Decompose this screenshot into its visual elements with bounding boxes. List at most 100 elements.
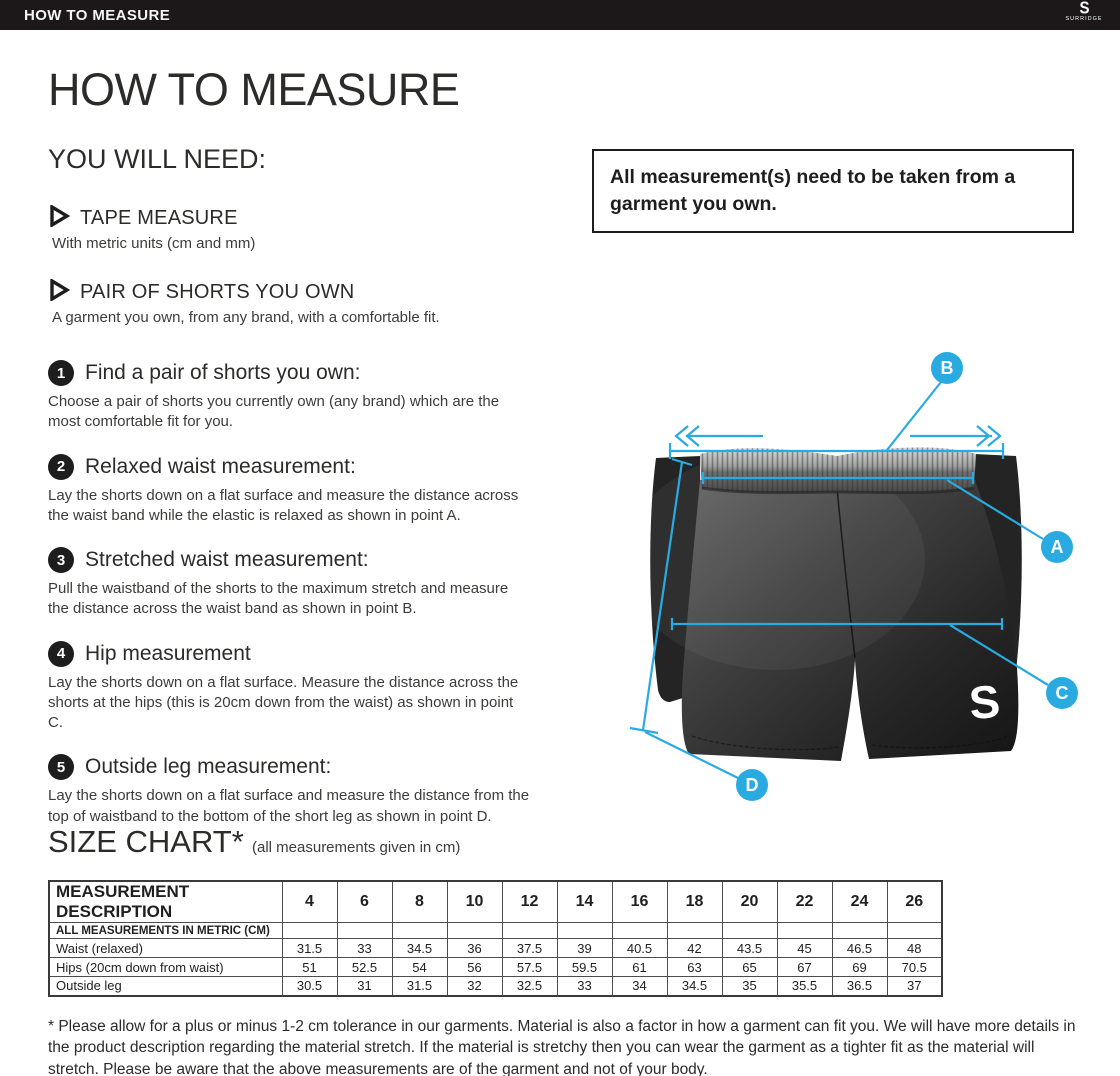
top-header-bar: HOW TO MEASURE S SURRIDGE	[0, 0, 1120, 30]
value-cell: 32.5	[501, 976, 558, 996]
empty-cell	[336, 922, 393, 939]
value-cell: 69	[831, 957, 888, 977]
table-header-size: 14	[556, 880, 613, 923]
table-row: Waist (relaxed) 31.5 33 34.5 36 37.5 39 40.5 42 4…	[48, 938, 943, 958]
row-label-cell: Outside leg	[48, 976, 283, 996]
table-header-size: 12	[501, 880, 558, 923]
step-title: Find a pair of shorts you own:	[85, 361, 361, 384]
table-row: Outside leg 30.5 31 31.5 32 32.5 33 34 34.5 35 35.…	[48, 976, 943, 996]
empty-cell	[831, 922, 888, 939]
value-cell: 63	[666, 957, 723, 977]
step-title: Hip measurement	[85, 641, 251, 665]
step-description: Lay the shorts down on a flat surface an…	[48, 486, 519, 524]
stretch-arrow-left	[674, 425, 763, 447]
value-cell: 37.5	[501, 938, 558, 958]
surridge-logo: S SURRIDGE	[1062, 0, 1106, 23]
table-header-size: 10	[446, 880, 503, 923]
value-cell: 42	[666, 938, 723, 958]
value-cell: 30.5	[281, 976, 338, 996]
empty-cell	[391, 922, 448, 939]
value-cell: 35	[721, 976, 778, 996]
value-cell: 59.5	[556, 957, 613, 977]
value-cell: 67	[776, 957, 833, 977]
value-cell: 61	[611, 957, 668, 977]
size-chart-subtitle: (all measurements given in cm)	[252, 839, 461, 856]
value-cell: 36.5	[831, 976, 888, 996]
point-badge-C: C	[1046, 677, 1078, 709]
shorts-right-hem-stitch	[871, 735, 1009, 749]
table-header-size: 24	[831, 880, 888, 923]
value-cell: 33	[556, 976, 613, 996]
svg-text:A: A	[1051, 537, 1064, 557]
empty-cell	[886, 922, 943, 939]
step-number-badge: 1	[48, 360, 74, 386]
size-chart-heading: SIZE CHART*	[48, 824, 244, 859]
stretch-arrow-right	[910, 425, 1002, 447]
value-cell: 54	[391, 957, 448, 977]
value-cell: 34.5	[666, 976, 723, 996]
step-title: Stretched waist measurement:	[85, 548, 369, 571]
step-item: 4 Hip measurement Lay the shorts down on a…	[48, 640, 530, 734]
list-item: TAPE MEASURE With metric units (cm and m…	[48, 203, 528, 252]
measure-line-A	[701, 472, 1044, 540]
point-badge-A: A	[1041, 531, 1073, 563]
value-cell: 57.5	[501, 957, 558, 977]
step-number-badge: 4	[48, 640, 74, 667]
step-description: Lay the shorts down on a flat surface an…	[48, 787, 530, 825]
value-cell: 52.5	[336, 957, 393, 977]
shorts-surridge-logo: S	[967, 675, 1002, 729]
empty-cell	[776, 922, 833, 939]
step-number-badge: 3	[48, 547, 74, 573]
you-will-need-list: TAPE MEASURE With metric units (cm and m…	[48, 203, 528, 353]
svg-text:D: D	[746, 775, 759, 795]
value-cell: 45	[776, 938, 833, 958]
step-item: 2 Relaxed waist measurement: Lay the short…	[48, 453, 530, 527]
measure-line-C	[670, 618, 1049, 686]
shorts-center-seam	[836, 487, 856, 659]
play-triangle-icon	[48, 277, 71, 306]
value-cell: 34	[611, 976, 668, 996]
measure-line-D	[629, 457, 739, 779]
empty-cell	[281, 922, 338, 939]
value-cell: 31.5	[281, 938, 338, 958]
value-cell: 51	[281, 957, 338, 977]
play-triangle-icon	[48, 203, 71, 232]
surridge-s-icon: S	[1079, 0, 1089, 19]
value-cell: 33	[336, 938, 393, 958]
surridge-wordmark: SURRIDGE	[1065, 16, 1103, 22]
value-cell: 31	[336, 976, 393, 996]
you-will-need-heading: YOU WILL NEED:	[48, 144, 267, 174]
row-label-cell: Waist (relaxed)	[48, 938, 283, 958]
list-item: PAIR OF SHORTS YOU OWN A garment you own…	[48, 277, 528, 326]
step-title: Relaxed waist measurement:	[85, 454, 356, 478]
step-number-badge: 2	[48, 453, 74, 480]
need-item-label: TAPE MEASURE	[80, 207, 238, 229]
step-title: Outside leg measurement:	[85, 755, 332, 779]
table-header-size: 22	[776, 880, 833, 923]
tolerance-footnote: * Please allow for a plus or minus 1-2 c…	[48, 1018, 1076, 1076]
step-description: Lay the shorts down on a flat surface. M…	[48, 673, 519, 732]
need-item-note: A garment you own, from any brand, with …	[52, 309, 440, 326]
shorts-left-hem-stitch	[691, 735, 839, 751]
value-cell: 46.5	[831, 938, 888, 958]
value-cell: 56	[446, 957, 503, 977]
empty-cell	[721, 922, 778, 939]
need-item-note: With metric units (cm and mm)	[52, 235, 256, 252]
table-header-size: 26	[886, 880, 943, 923]
table-header-size: 8	[391, 880, 448, 923]
table-row: Hips (20cm down from waist) 51 52.5 54 56 57.…	[48, 957, 943, 977]
measure-line-B	[668, 381, 1005, 459]
empty-cell	[611, 922, 668, 939]
value-cell: 65	[721, 957, 778, 977]
value-cell: 31.5	[391, 976, 448, 996]
table-header-size: 20	[721, 880, 778, 923]
value-cell: 39	[556, 938, 613, 958]
header-title: HOW TO MEASURE	[24, 6, 171, 24]
value-cell: 37	[886, 976, 943, 996]
value-cell: 43.5	[721, 938, 778, 958]
value-cell: 34.5	[391, 938, 448, 958]
step-number-badge: 5	[48, 754, 74, 781]
svg-text:B: B	[941, 358, 954, 378]
value-cell: 32	[446, 976, 503, 996]
